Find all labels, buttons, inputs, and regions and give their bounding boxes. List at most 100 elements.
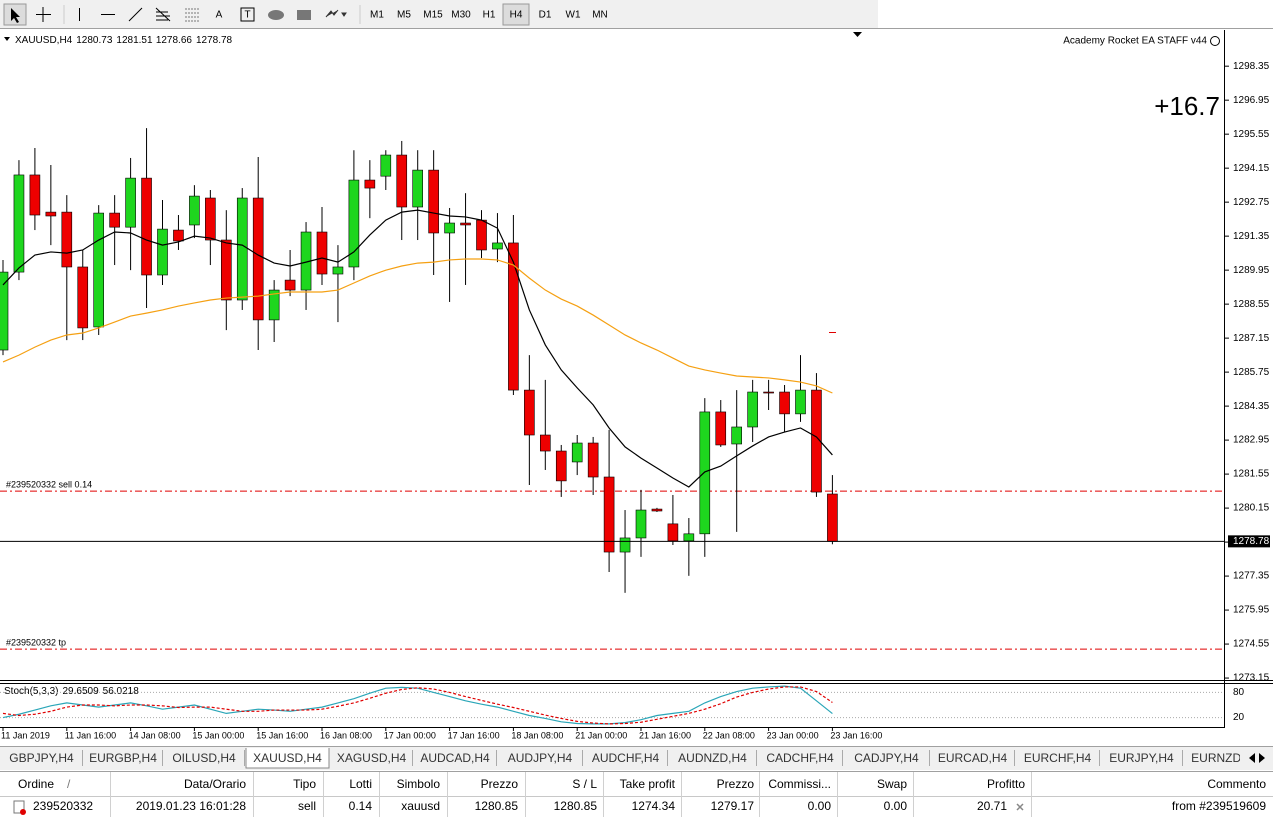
candle-body bbox=[444, 222, 455, 234]
candle-body bbox=[380, 154, 392, 177]
tab[interactable]: XAGUSD,H4 bbox=[337, 751, 407, 765]
timeframe-button[interactable]: M1 bbox=[370, 10, 384, 21]
candle-body bbox=[508, 242, 519, 391]
y-tick-label: 80 bbox=[1233, 687, 1245, 698]
order-level-label: #239520332 sell 0.14 bbox=[6, 479, 92, 489]
candle-body bbox=[667, 523, 679, 542]
column-header[interactable]: Data/Orario bbox=[184, 777, 246, 791]
symbol-tabs: GBPJPY,H4 EURGBP,H4 OILUSD,H4 XAUUSD,H4 XAGU… bbox=[0, 746, 1273, 770]
timeframe-button[interactable]: H4 bbox=[510, 10, 523, 21]
ellipse-icon[interactable] bbox=[268, 10, 284, 20]
column-header[interactable]: S / L bbox=[572, 777, 597, 791]
x-tick-label: 18 Jan 08:00 bbox=[511, 730, 563, 740]
candle-body bbox=[173, 229, 184, 242]
x-tick-label: 17 Jan 16:00 bbox=[448, 730, 500, 740]
label-tool[interactable]: T bbox=[244, 10, 250, 21]
tab[interactable]: EURNZD,H4 bbox=[1191, 751, 1260, 765]
channel-icon[interactable] bbox=[155, 7, 171, 22]
timeframe-button[interactable]: M15 bbox=[423, 10, 443, 21]
cursor-icon bbox=[11, 8, 20, 23]
column-header[interactable]: Profitto bbox=[987, 777, 1025, 791]
y-tick-label: 1284.35 bbox=[1233, 401, 1270, 412]
cell: sell bbox=[298, 799, 316, 813]
close-order[interactable] bbox=[1016, 803, 1024, 811]
indicator-line bbox=[2, 685, 833, 725]
tab[interactable]: EURCAD,H4 bbox=[938, 751, 1008, 765]
column-header[interactable]: Commissi... bbox=[768, 777, 831, 791]
arrows-icon[interactable] bbox=[325, 9, 347, 18]
tab[interactable]: CADJPY,H4 bbox=[854, 751, 919, 765]
tab[interactable]: EURGBP,H4 bbox=[89, 751, 157, 765]
tabs-bg bbox=[0, 746, 1273, 770]
indicator-header: Stoch(5,3,3) 29.6509 56.0218 bbox=[4, 686, 139, 697]
label-tool-box bbox=[240, 7, 255, 22]
tab[interactable]: AUDNZD,H4 bbox=[678, 751, 747, 765]
candle-body bbox=[587, 442, 599, 478]
timeframe-button[interactable]: MN bbox=[592, 10, 608, 21]
y-tick-label: 1282.95 bbox=[1233, 435, 1270, 446]
column-header[interactable]: Take profit bbox=[620, 777, 676, 791]
timeframe-button[interactable]: D1 bbox=[539, 10, 552, 21]
y-tick-label: 1296.95 bbox=[1233, 95, 1270, 106]
crosshair-icon[interactable] bbox=[36, 7, 51, 22]
y-tick-label: 1295.55 bbox=[1233, 129, 1270, 140]
candle-body bbox=[492, 242, 503, 250]
x-tick-label: 22 Jan 08:00 bbox=[703, 730, 755, 740]
tab[interactable]: XAUUSD,H4 bbox=[253, 751, 322, 765]
tab[interactable]: OILUSD,H4 bbox=[172, 751, 236, 765]
sort-indicator: / bbox=[67, 777, 71, 791]
candle-body bbox=[93, 212, 104, 328]
candle-body bbox=[332, 266, 344, 275]
candle-body bbox=[45, 211, 57, 217]
tab-strip: GBPJPY,H4 EURGBP,H4 OILUSD,H4 XAUUSD,H4 XAGU… bbox=[9, 748, 1260, 769]
cell: 1280.85 bbox=[475, 799, 519, 813]
tab[interactable]: EURCHF,H4 bbox=[1024, 751, 1092, 765]
x-tick-label: 23 Jan 00:00 bbox=[767, 730, 819, 740]
cell: 0.00 bbox=[808, 799, 832, 813]
candle-body bbox=[747, 391, 758, 428]
cell: 0.00 bbox=[884, 799, 908, 813]
candle-body bbox=[731, 426, 743, 445]
column-header[interactable]: Prezzo bbox=[481, 777, 519, 791]
column-header[interactable]: Tipo bbox=[293, 777, 316, 791]
symbol-menu-marker bbox=[4, 37, 10, 41]
timeframe-button[interactable]: W1 bbox=[566, 10, 581, 21]
indicator-main: 29.6509 bbox=[62, 686, 99, 697]
tab[interactable]: EURJPY,H4 bbox=[1109, 751, 1174, 765]
column-header[interactable]: Lotti bbox=[349, 777, 372, 791]
column-header[interactable]: Simbolo bbox=[397, 777, 441, 791]
tab[interactable]: CADCHF,H4 bbox=[766, 751, 834, 765]
cell: 239520332 bbox=[33, 799, 93, 813]
rect-icon[interactable] bbox=[297, 10, 311, 20]
y-tick-label: 1298.35 bbox=[1233, 61, 1270, 72]
tab[interactable]: AUDCHF,H4 bbox=[592, 751, 660, 765]
tab[interactable]: AUDJPY,H4 bbox=[508, 751, 573, 765]
header-close: 1278.78 bbox=[196, 35, 233, 46]
orders-table: / Ordine Data/Orario Tipo Lotti Simbolo Prezz… bbox=[0, 771, 1273, 817]
timeframe-button[interactable]: M5 bbox=[397, 10, 411, 21]
tab[interactable]: AUDCAD,H4 bbox=[420, 751, 490, 765]
timeframe-button[interactable]: M30 bbox=[451, 10, 471, 21]
trendline-icon[interactable] bbox=[128, 7, 143, 22]
header-high: 1281.51 bbox=[116, 35, 153, 46]
candle-body bbox=[0, 271, 9, 351]
candle-body bbox=[157, 228, 168, 276]
x-tick-label: 21 Jan 00:00 bbox=[575, 730, 627, 740]
fibo-icon[interactable] bbox=[185, 8, 199, 22]
toolbar: A T M1 M5 M15 M30 H1 H4 D1 W1 MN bbox=[0, 0, 1273, 37]
candle-body bbox=[316, 231, 328, 275]
timeframe-button[interactable]: H1 bbox=[483, 10, 496, 21]
tab-scroll[interactable] bbox=[1249, 753, 1265, 763]
column-header[interactable]: Prezzo bbox=[717, 777, 755, 791]
column-header[interactable]: Commento bbox=[1207, 777, 1266, 791]
y-tick-label: 1277.35 bbox=[1233, 571, 1270, 582]
candle-body bbox=[252, 197, 264, 321]
column-header[interactable]: Swap bbox=[877, 777, 907, 791]
x-tick-label: 23 Jan 16:00 bbox=[830, 730, 882, 740]
text-tool[interactable]: A bbox=[216, 10, 223, 21]
column-header[interactable]: Ordine bbox=[18, 777, 54, 791]
shift-marker bbox=[853, 32, 862, 37]
x-tick-label: 17 Jan 00:00 bbox=[384, 730, 436, 740]
tab[interactable]: GBPJPY,H4 bbox=[9, 751, 74, 765]
